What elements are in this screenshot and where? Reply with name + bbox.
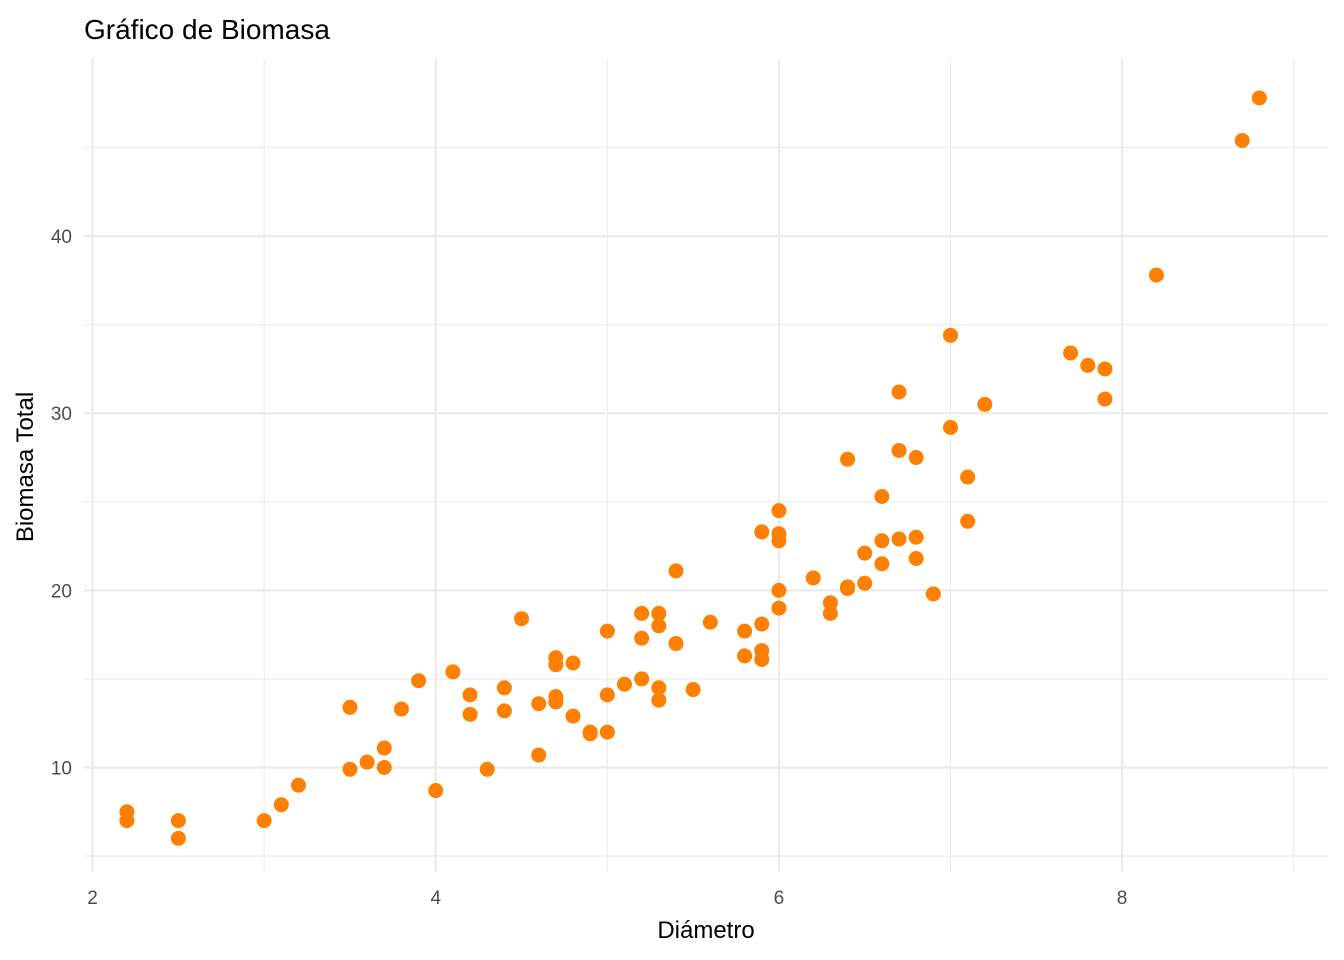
data-point — [960, 513, 976, 529]
data-point — [754, 524, 770, 540]
data-point — [908, 450, 924, 466]
data-point — [290, 777, 306, 793]
y-tick-label: 40 — [51, 227, 72, 248]
data-point — [411, 673, 427, 689]
data-point — [771, 503, 787, 519]
data-point — [1097, 361, 1113, 377]
x-axis-tick-labels: 2 4 6 8 — [87, 888, 1127, 909]
data-point — [651, 692, 667, 708]
data-point — [908, 550, 924, 566]
data-point — [342, 761, 358, 777]
x-tick-label: 6 — [774, 888, 785, 909]
data-point — [376, 740, 392, 756]
y-tick-label: 10 — [51, 758, 72, 779]
data-point — [822, 605, 838, 621]
data-point — [908, 529, 924, 545]
data-point — [599, 623, 615, 639]
data-point — [702, 614, 718, 630]
data-point — [119, 813, 135, 829]
data-point — [891, 384, 907, 400]
data-point — [771, 600, 787, 616]
data-point — [960, 469, 976, 485]
data-point — [548, 694, 564, 710]
minor-gridlines — [84, 59, 1328, 872]
data-point — [359, 754, 375, 770]
data-point — [874, 556, 890, 572]
data-point — [445, 664, 461, 680]
data-points — [119, 90, 1267, 846]
data-point — [256, 813, 272, 829]
data-point — [634, 671, 650, 687]
y-axis-tick-labels: 10 20 30 40 — [51, 227, 72, 779]
y-tick-label: 30 — [51, 404, 72, 425]
data-point — [754, 651, 770, 667]
y-axis-label: Biomasa Total — [12, 392, 39, 542]
data-point — [273, 797, 289, 813]
major-gridlines — [84, 59, 1328, 872]
data-point — [651, 618, 667, 634]
data-point — [428, 783, 444, 799]
data-point — [668, 636, 684, 652]
data-point — [170, 830, 186, 846]
data-point — [891, 531, 907, 547]
data-point — [1148, 267, 1164, 283]
x-axis-label: Diámetro — [657, 917, 754, 944]
data-point — [840, 581, 856, 597]
data-point — [857, 575, 873, 591]
x-tick-label: 2 — [87, 888, 98, 909]
data-point — [874, 488, 890, 504]
data-point — [771, 582, 787, 598]
data-point — [376, 759, 392, 775]
data-point — [891, 442, 907, 458]
data-point — [479, 761, 495, 777]
data-point — [977, 396, 993, 412]
data-point — [754, 616, 770, 632]
data-point — [1251, 90, 1267, 106]
data-point — [514, 611, 530, 627]
data-point — [737, 648, 753, 664]
data-point — [685, 682, 701, 698]
data-point — [668, 563, 684, 579]
x-tick-label: 4 — [430, 888, 441, 909]
data-point — [651, 680, 667, 696]
data-point — [822, 595, 838, 611]
data-point — [1097, 391, 1113, 407]
data-point — [462, 706, 478, 722]
data-point — [634, 605, 650, 621]
data-point — [565, 655, 581, 671]
data-point — [582, 726, 598, 742]
data-point — [342, 699, 358, 715]
data-point — [496, 680, 512, 696]
data-point — [548, 657, 564, 673]
x-tick-label: 8 — [1117, 888, 1128, 909]
data-point — [170, 813, 186, 829]
data-point — [565, 708, 581, 724]
data-point — [857, 545, 873, 561]
data-point — [531, 747, 547, 763]
data-point — [1080, 357, 1096, 373]
data-point — [737, 623, 753, 639]
y-tick-label: 20 — [51, 581, 72, 602]
data-point — [1234, 132, 1250, 148]
chart-title: Gráfico de Biomasa — [84, 14, 330, 45]
data-point — [874, 533, 890, 549]
data-point — [496, 703, 512, 719]
data-point — [840, 451, 856, 467]
data-point — [925, 586, 941, 602]
data-point — [634, 630, 650, 646]
data-point — [599, 687, 615, 703]
data-point — [943, 327, 959, 343]
data-point — [651, 605, 667, 621]
data-point — [943, 419, 959, 435]
data-point — [805, 570, 821, 586]
data-point — [1063, 345, 1079, 361]
data-point — [531, 696, 547, 712]
data-point — [771, 533, 787, 549]
data-point — [599, 724, 615, 740]
data-point — [393, 701, 409, 717]
data-point — [616, 676, 632, 692]
data-point — [462, 687, 478, 703]
